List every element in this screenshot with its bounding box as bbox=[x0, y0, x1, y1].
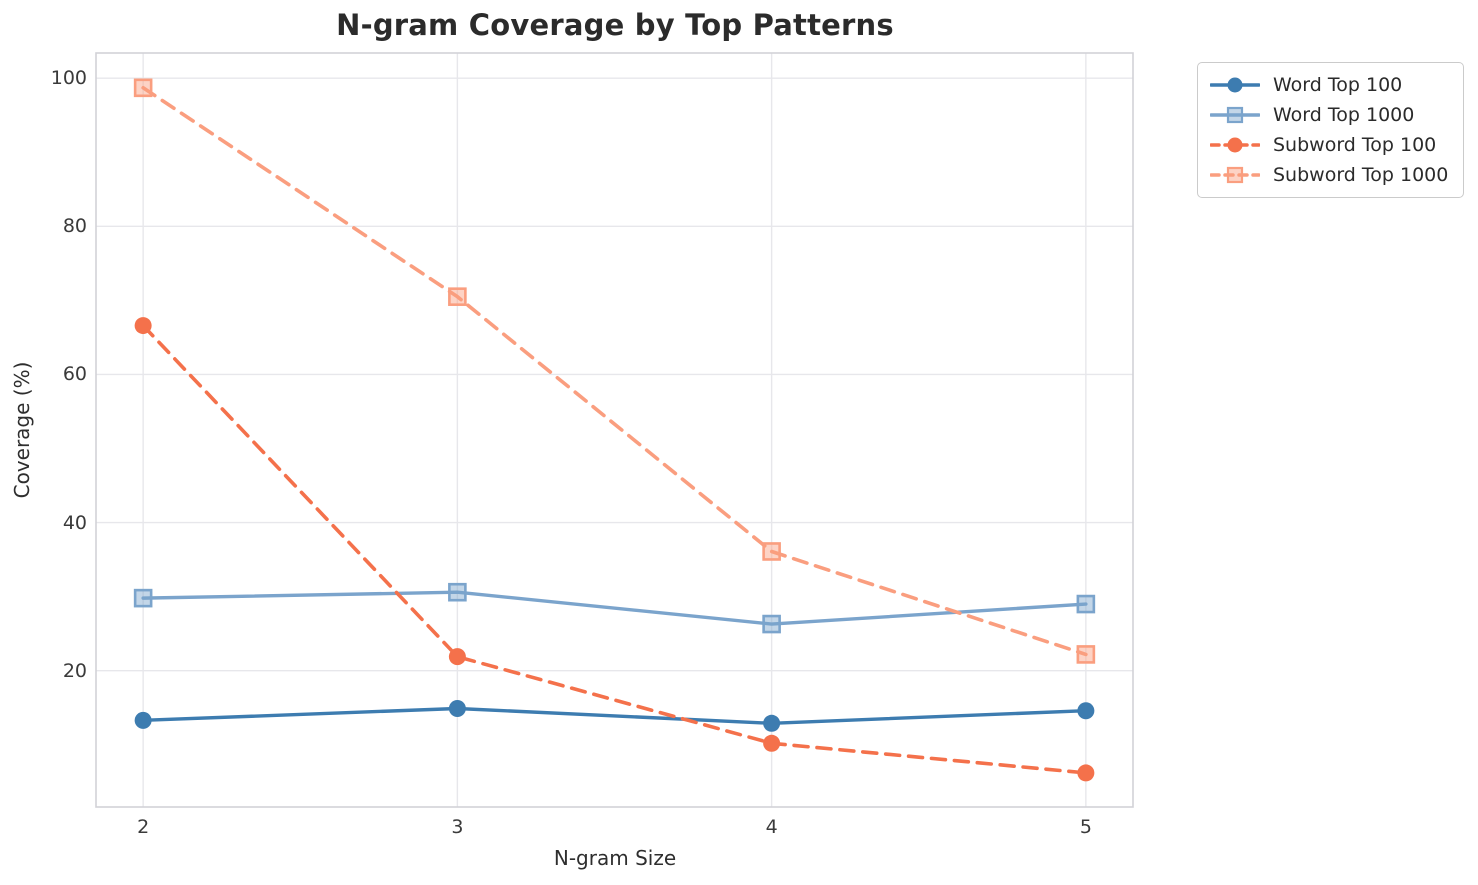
x-tick-label: 3 bbox=[451, 816, 464, 838]
x-tick-label: 5 bbox=[1079, 816, 1092, 838]
legend-label: Word Top 100 bbox=[1273, 74, 1403, 96]
legend-marker-circle-icon bbox=[1227, 137, 1243, 153]
x-tick-label: 4 bbox=[765, 816, 778, 838]
data-point-circle-word-top-100 bbox=[134, 711, 152, 729]
legend-item-word-top-1000: Word Top 1000 bbox=[1210, 101, 1451, 129]
x-tick-label: 2 bbox=[137, 816, 150, 838]
series-line-subword-top-100 bbox=[141, 323, 1088, 775]
series-line-subword-top-1000 bbox=[141, 86, 1088, 657]
legend-marker-square-icon bbox=[1226, 106, 1244, 124]
y-tick-label: 40 bbox=[62, 511, 87, 534]
legend-label: Subword Top 1000 bbox=[1273, 164, 1449, 186]
y-tick-label: 100 bbox=[50, 67, 87, 90]
data-point-square-word-top-1000 bbox=[762, 614, 781, 634]
data-point-square-word-top-1000 bbox=[448, 582, 467, 602]
data-point-square-subword-top-1000 bbox=[762, 542, 781, 561]
legend-item-word-top-100: Word Top 100 bbox=[1210, 71, 1451, 99]
data-point-square-subword-top-1000 bbox=[133, 78, 153, 98]
legend-marker-circle-icon bbox=[1227, 77, 1243, 93]
legend-item-subword-top-100: Subword Top 100 bbox=[1210, 131, 1451, 159]
y-tick-label: 60 bbox=[62, 363, 87, 386]
y-tick-label: 20 bbox=[62, 659, 87, 682]
legend-glyph-solid-line-square-icon bbox=[1210, 106, 1260, 124]
data-point-circle-word-top-100 bbox=[448, 699, 466, 717]
x-axis-label: N-gram Size bbox=[553, 846, 677, 870]
data-point-circle-subword-top-100 bbox=[448, 648, 466, 666]
chart-title: N-gram Coverage by Top Patterns bbox=[336, 8, 894, 42]
data-point-circle-subword-top-100 bbox=[763, 734, 781, 752]
data-point-square-subword-top-1000 bbox=[1076, 645, 1096, 664]
data-point-square-subword-top-1000 bbox=[448, 287, 467, 306]
legend-item-subword-top-1000: Subword Top 1000 bbox=[1210, 161, 1451, 189]
data-point-circle-word-top-100 bbox=[763, 714, 781, 732]
legend: Word Top 100 Word Top 1000 Subword Top 100… bbox=[1197, 62, 1464, 198]
data-point-circle-subword-top-100 bbox=[134, 317, 152, 335]
data-point-circle-word-top-100 bbox=[1077, 702, 1095, 720]
legend-label: Subword Top 100 bbox=[1273, 134, 1437, 156]
data-point-square-word-top-1000 bbox=[1076, 594, 1096, 614]
legend-glyph-dashed-line-square-icon bbox=[1210, 166, 1260, 184]
legend-label: Word Top 1000 bbox=[1273, 104, 1415, 126]
plot-border bbox=[95, 52, 1134, 808]
legend-glyph-dashed-line-circle-icon bbox=[1210, 137, 1260, 153]
data-point-circle-subword-top-100 bbox=[1077, 764, 1095, 782]
legend-marker-square-icon bbox=[1226, 166, 1244, 184]
series-line-word-top-1000 bbox=[141, 590, 1088, 626]
y-tick-label: 80 bbox=[62, 215, 87, 238]
y-axis-label: Coverage (%) bbox=[10, 361, 34, 499]
series-line-word-top-100 bbox=[141, 706, 1088, 726]
data-point-square-word-top-1000 bbox=[133, 588, 153, 608]
legend-glyph-solid-line-circle-icon bbox=[1210, 77, 1260, 93]
